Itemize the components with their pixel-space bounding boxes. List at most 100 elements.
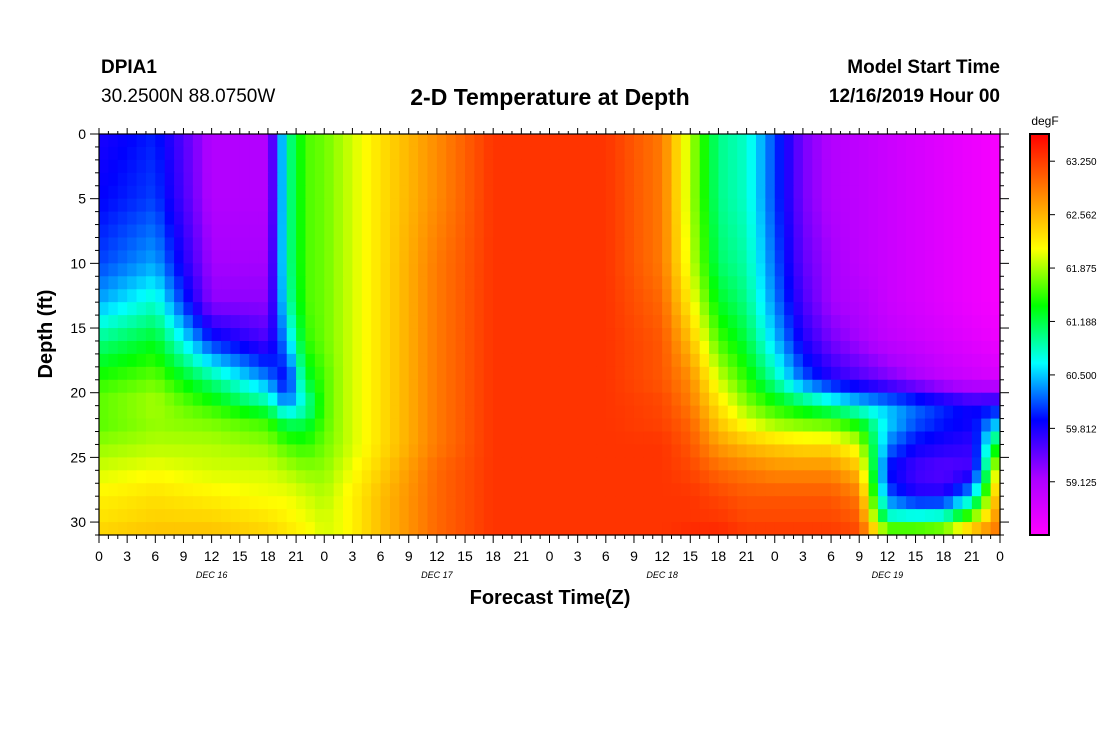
heatmap-cell [587,328,598,342]
heatmap-cell [211,340,222,355]
heatmap-cell [221,276,231,290]
heatmap-cell [633,392,644,407]
heatmap-cell [239,366,250,381]
heatmap-cell [465,353,476,368]
heatmap-cell [821,172,832,187]
heatmap-cell [183,418,194,433]
heatmap-cell [596,509,607,523]
heatmap-cell [286,224,297,239]
heatmap-cell [286,522,297,536]
heatmap-cell [136,470,147,484]
heatmap-cell [436,198,447,213]
heatmap-cell [774,483,785,497]
heatmap-cell [155,315,166,329]
heatmap-cell [155,392,166,407]
heatmap-cell [521,483,532,497]
heatmap-cell [474,444,485,458]
heatmap-cell [718,211,729,226]
heatmap-cell [868,328,879,342]
heatmap-cell [887,211,898,226]
heatmap-cell [671,263,682,277]
heatmap-cell [136,289,147,303]
heatmap-cell [793,509,804,523]
heatmap-cell [286,457,297,471]
heatmap-cell [652,198,663,213]
heatmap-cell [812,198,823,213]
heatmap-cell [521,315,532,329]
heatmap-cell [643,431,654,446]
heatmap-cell [774,431,785,446]
heatmap-cell [643,444,654,458]
heatmap-cell [408,522,419,536]
heatmap-cell [962,418,973,433]
heatmap-cell [230,134,241,148]
heatmap-cell [699,315,710,329]
heatmap-cell [230,159,241,174]
heatmap-cell [915,379,926,394]
heatmap-cell [446,289,457,303]
heatmap-cell [652,302,663,316]
heatmap-cell [690,328,701,342]
heatmap-cell [221,405,231,420]
heatmap-cell [427,302,438,316]
heatmap-cell [174,340,185,355]
heatmap-cell [324,211,335,226]
heatmap-cell [343,276,354,290]
heatmap-cell [277,328,288,342]
heatmap-cell [267,289,278,303]
heatmap-cell [662,483,673,497]
heatmap-cell [493,198,504,213]
heatmap-cell [249,457,260,471]
heatmap-cell [558,134,569,148]
heatmap-cell [868,237,879,252]
heatmap-cell [192,250,203,264]
heatmap-cell [511,444,522,458]
heatmap-cell [455,431,466,446]
heatmap-cell [709,366,720,381]
heatmap-cell [408,509,419,523]
heatmap-cell [483,185,494,200]
heatmap-cell [624,263,635,277]
heatmap-cell [352,366,363,381]
heatmap-cell [427,198,438,213]
heatmap-cell [211,457,222,471]
heatmap-cell [662,353,673,368]
heatmap-cell [389,134,400,148]
heatmap-cell [286,237,297,252]
heatmap-cell [446,353,457,368]
heatmap-cell [371,470,382,484]
x-tick-label: 6 [602,548,610,564]
heatmap-cell [896,237,907,252]
heatmap-cell [633,211,644,226]
heatmap-cell [896,211,907,226]
heatmap-cell [624,366,635,381]
heatmap-cell [483,483,494,497]
heatmap-cell [868,198,879,213]
heatmap-cell [877,146,888,161]
heatmap-cell [192,198,203,213]
heatmap-cell [784,405,795,420]
heatmap-cell [277,159,288,174]
heatmap-cell [802,263,813,277]
heatmap-cell [605,172,616,187]
heatmap-cell [277,509,288,523]
heatmap-cell [465,146,476,161]
heatmap-cell [587,340,598,355]
heatmap-cell [483,340,494,355]
heatmap-cell [831,431,842,446]
heatmap-cell [455,224,466,239]
heatmap-cell [221,224,231,239]
heatmap-cell [202,431,213,446]
heatmap-cell [465,405,476,420]
heatmap-cell [511,263,522,277]
heatmap-cell [906,496,917,510]
heatmap-cell [361,328,372,342]
heatmap-cell [906,483,917,497]
x-tick-label: 0 [95,548,103,564]
heatmap-cell [971,405,982,420]
heatmap-cell [380,470,391,484]
heatmap-cell [380,211,391,226]
heatmap-cell [906,134,917,148]
heatmap-cell [990,405,1001,420]
heatmap-cell [493,522,504,536]
